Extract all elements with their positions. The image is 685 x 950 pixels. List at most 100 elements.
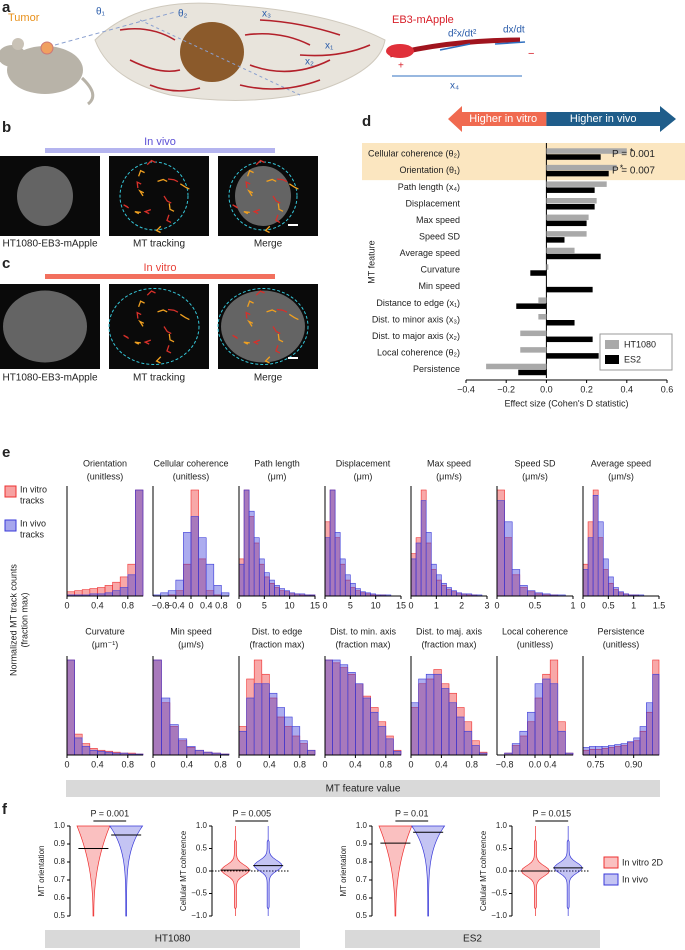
x-tick-label: 0 bbox=[494, 600, 499, 610]
track bbox=[245, 180, 251, 189]
category-label: Average speed bbox=[400, 248, 460, 258]
hist-bar bbox=[377, 726, 387, 756]
x-tick-label: 0.8 bbox=[380, 759, 393, 769]
bar bbox=[546, 198, 597, 204]
hist-bar bbox=[284, 716, 293, 756]
hist-bar bbox=[614, 744, 622, 756]
hist-bar bbox=[350, 582, 356, 597]
hist-bar bbox=[393, 750, 402, 756]
hist-bar bbox=[169, 724, 179, 756]
category-label: Speed SD bbox=[419, 232, 461, 242]
hist-title: (μm/s) bbox=[608, 471, 634, 481]
significance-marker: * bbox=[630, 147, 634, 157]
track bbox=[143, 339, 152, 345]
label-tumor: Tumor bbox=[8, 12, 40, 24]
legend-label: In vitro 2D bbox=[622, 857, 664, 867]
hist-bar bbox=[276, 707, 285, 756]
hist-bar bbox=[646, 702, 653, 756]
hist-bar bbox=[410, 558, 417, 597]
track bbox=[136, 311, 142, 319]
banner-text: In vitro bbox=[143, 262, 176, 274]
x-tick-label: 0 bbox=[64, 759, 69, 769]
track bbox=[136, 180, 142, 189]
y-axis-label: (fraction max) bbox=[19, 592, 29, 647]
hist-bar bbox=[238, 730, 247, 756]
bar bbox=[546, 237, 565, 243]
hist-title: (unitless) bbox=[517, 639, 554, 649]
hist-title: Min speed bbox=[170, 626, 212, 636]
y-axis-label: MT orientation bbox=[37, 846, 46, 897]
hist-title: Orientation bbox=[83, 458, 127, 468]
label-theta1: θ₁ bbox=[96, 7, 106, 18]
x-tick-label: 0 bbox=[188, 600, 193, 610]
x-tick-label: 0 bbox=[150, 759, 155, 769]
bar bbox=[546, 187, 595, 193]
x-tick-label: 15 bbox=[310, 600, 320, 610]
category-label: Displacement bbox=[405, 198, 460, 208]
bar bbox=[546, 320, 575, 326]
bar bbox=[546, 353, 599, 359]
track bbox=[277, 203, 284, 212]
image-caption: HT1080-EB3-mApple bbox=[2, 239, 97, 250]
hist-bar bbox=[332, 659, 341, 756]
hist-bar bbox=[527, 590, 536, 597]
x-tick-label: 5 bbox=[262, 600, 267, 610]
hist-bar bbox=[205, 563, 215, 597]
mouse-ear bbox=[12, 38, 24, 50]
hist-bar bbox=[430, 563, 437, 597]
label-minus: − bbox=[528, 48, 534, 60]
y-tick-label: 0.6 bbox=[54, 893, 66, 902]
hist-bar bbox=[597, 521, 604, 597]
panel-label: a bbox=[2, 0, 11, 16]
hist-title: (μm) bbox=[354, 471, 373, 481]
hist-bar bbox=[213, 585, 222, 597]
cell-image bbox=[235, 166, 291, 226]
hist-bar bbox=[542, 678, 551, 756]
hist-bar bbox=[587, 537, 594, 597]
hist-bar bbox=[582, 747, 590, 756]
band-label: HT1080 bbox=[155, 934, 191, 945]
banner-text: In vivo bbox=[144, 136, 176, 148]
panel-label: e bbox=[2, 444, 10, 461]
x-tick-label: 0.2 bbox=[580, 384, 593, 394]
legend-swatch bbox=[4, 519, 17, 532]
hist-bar bbox=[595, 746, 603, 756]
hist-bar bbox=[258, 558, 265, 597]
x-tick-label: 0.0 bbox=[529, 759, 542, 769]
hist-bar bbox=[613, 587, 619, 597]
label-eb3: EB3-mApple bbox=[392, 14, 454, 26]
track bbox=[277, 333, 284, 343]
legend-swatch bbox=[603, 856, 619, 869]
hist-title: (μm/s) bbox=[178, 639, 204, 649]
legend-label: tracks bbox=[20, 495, 45, 505]
bar bbox=[546, 264, 549, 270]
x-tick-label: 0 bbox=[322, 600, 327, 610]
banner-bar bbox=[45, 274, 275, 279]
hist-bar bbox=[592, 494, 599, 597]
image-caption: Merge bbox=[254, 239, 283, 250]
hist-bar bbox=[198, 537, 207, 597]
y-tick-label: −1.0 bbox=[191, 911, 207, 920]
hist-title: (μm⁻¹) bbox=[92, 639, 118, 649]
hist-bar bbox=[496, 500, 505, 597]
track bbox=[243, 211, 250, 215]
hist-bar bbox=[175, 579, 184, 597]
track bbox=[264, 356, 271, 364]
legend-label: In vitro bbox=[20, 484, 47, 494]
category-label: Persistence bbox=[413, 364, 460, 374]
arrow-vitro bbox=[448, 106, 547, 132]
x-tick-label: 0 bbox=[322, 759, 327, 769]
track bbox=[166, 345, 172, 354]
x-tick-label: 0.8 bbox=[122, 759, 135, 769]
legend-label: In vivo bbox=[622, 874, 648, 884]
legend-label: ES2 bbox=[624, 354, 641, 364]
track bbox=[266, 178, 277, 183]
hist-title: (unitless) bbox=[603, 639, 640, 649]
bar bbox=[520, 347, 547, 353]
x-tick-label: 3 bbox=[484, 600, 489, 610]
hist-bar bbox=[362, 697, 371, 756]
panel-label: f bbox=[2, 801, 8, 818]
label-x1: x₁ bbox=[325, 41, 334, 52]
track bbox=[247, 169, 254, 177]
bar bbox=[530, 270, 547, 276]
